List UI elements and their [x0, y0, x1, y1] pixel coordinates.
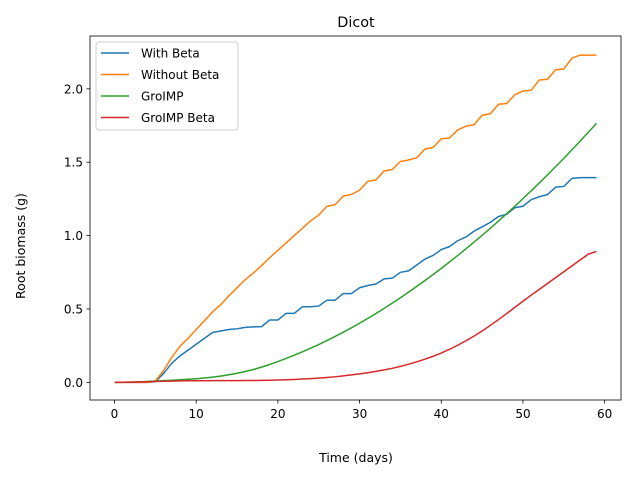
y-tick-label: 0.5 — [64, 303, 83, 317]
x-tick-label: 10 — [189, 407, 204, 421]
legend-label: With Beta — [141, 47, 200, 61]
y-axis-ticks: 0.0 0.5 1.0 1.5 2.0 — [64, 82, 90, 390]
series-line-3 — [114, 122, 598, 384]
y-tick-label: 1.0 — [64, 229, 83, 243]
y-tick-label: 0.0 — [64, 376, 83, 390]
x-tick-label: 60 — [597, 407, 612, 421]
legend-label: GroIMP Beta — [141, 111, 215, 125]
plot-frame — [89, 35, 622, 401]
y-tick-label: 1.5 — [64, 156, 83, 170]
x-tick-label: 30 — [352, 407, 367, 421]
legend-box — [95, 41, 239, 131]
series-line-4 — [114, 250, 597, 384]
x-axis-ticks: 0 10 20 30 40 50 60 — [111, 400, 612, 421]
x-tick-label: 20 — [270, 407, 285, 421]
series-line-2 — [114, 54, 597, 384]
x-axis-label: Time (days) — [318, 450, 393, 465]
y-tick-label: 2.0 — [64, 82, 83, 96]
legend-label: GroIMP — [141, 90, 183, 104]
plot-lines — [114, 54, 598, 384]
x-tick-label: 50 — [515, 407, 530, 421]
legend-label: Without Beta — [141, 68, 219, 82]
chart-title: Dicot — [337, 15, 375, 31]
series-line-1 — [114, 176, 597, 384]
legend: With Beta Without Beta GroIMP GroIMP Beta — [95, 41, 239, 131]
axes — [89, 35, 622, 401]
y-axis-label: Root biomass (g) — [13, 193, 28, 299]
x-tick-label: 40 — [434, 407, 449, 421]
x-tick-label: 0 — [111, 407, 119, 421]
